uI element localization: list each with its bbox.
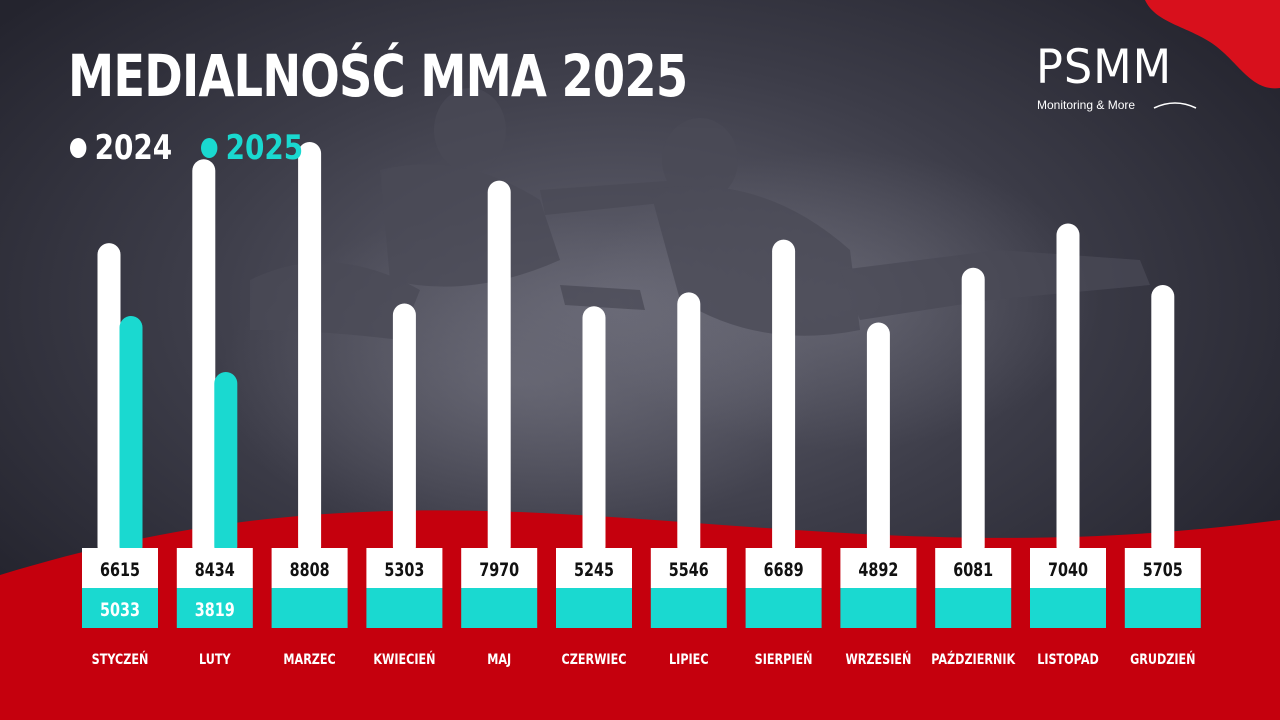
logo-wordmark: PSMM bbox=[1036, 40, 1173, 95]
bar-2025-styczeń bbox=[119, 316, 143, 558]
data-label-2024: 5303 bbox=[384, 559, 424, 581]
bar-2024-czerwiec bbox=[582, 306, 606, 558]
x-tick-label: MAJ bbox=[487, 651, 511, 668]
data-label-2024: 5705 bbox=[1143, 559, 1183, 581]
data-label-2024: 4892 bbox=[858, 559, 898, 581]
month-group-5: 7970 MAJ bbox=[461, 180, 538, 668]
value-box-2024 bbox=[556, 548, 632, 588]
value-box-2025 bbox=[650, 588, 727, 628]
value-box-2024 bbox=[176, 548, 253, 588]
value-box-2025 bbox=[1030, 588, 1106, 628]
legend-item-2024: 2024 bbox=[70, 128, 172, 168]
month-group-6: 5245 CZERWIEC bbox=[556, 306, 632, 667]
value-box-2025 bbox=[461, 588, 538, 628]
bar-2024-luty bbox=[192, 159, 216, 559]
month-group-11: 7040 LISTOPAD bbox=[1030, 223, 1106, 667]
bar-2024-październik bbox=[961, 267, 985, 558]
value-box-2024 bbox=[840, 548, 917, 588]
month-group-3: 8808 MARZEC bbox=[271, 142, 348, 668]
x-tick-label: KWIECIEŃ bbox=[373, 651, 435, 668]
legend-label-2025: 2025 bbox=[225, 128, 304, 168]
bar-2024-lipiec bbox=[677, 292, 701, 558]
month-group-1: 6615 5033 STYCZEŃ bbox=[82, 243, 158, 667]
value-box-2024 bbox=[1124, 548, 1201, 588]
bar-2024-grudzień bbox=[1151, 285, 1175, 558]
legend-label-2024: 2024 bbox=[94, 128, 173, 168]
month-group-12: 5705 GRUDZIEŃ bbox=[1124, 285, 1201, 668]
x-tick-label: LUTY bbox=[199, 651, 231, 668]
data-label-2024: 6615 bbox=[100, 559, 140, 581]
value-box-2025 bbox=[176, 588, 253, 628]
legend-marker-2024 bbox=[70, 138, 87, 158]
data-label-2024: 7970 bbox=[479, 559, 519, 581]
value-box-2025 bbox=[745, 588, 822, 628]
value-box-2024 bbox=[745, 548, 822, 588]
bar-2024-kwiecień bbox=[392, 303, 416, 558]
x-tick-label: SIERPIEŃ bbox=[755, 651, 813, 668]
legend-item-2025: 2025 bbox=[201, 128, 303, 168]
red-corner-shape bbox=[1145, 0, 1280, 89]
month-group-9: 4892 WRZESIEŃ bbox=[840, 322, 917, 668]
data-label-2024: 5245 bbox=[574, 559, 614, 581]
x-tick-label: WRZESIEŃ bbox=[845, 651, 911, 668]
data-label-2024: 8434 bbox=[195, 559, 235, 581]
x-tick-label: MARZEC bbox=[283, 651, 335, 668]
x-tick-label: GRUDZIEŃ bbox=[1130, 651, 1195, 668]
bar-2024-styczeń bbox=[97, 243, 121, 558]
value-box-2024 bbox=[1030, 548, 1106, 588]
psmm-logo: PSMM Monitoring & More bbox=[1036, 40, 1197, 116]
data-label-2024: 6689 bbox=[764, 559, 804, 581]
value-box-2024 bbox=[271, 548, 348, 588]
x-tick-label: CZERWIEC bbox=[562, 651, 627, 668]
month-group-10: 6081 PAŹDZIERNIK bbox=[931, 267, 1016, 668]
value-box-2025 bbox=[271, 588, 348, 628]
value-box-2024 bbox=[82, 548, 158, 588]
bar-2024-wrzesień bbox=[866, 322, 890, 558]
value-box-2024 bbox=[366, 548, 443, 588]
page-title: MEDIALNOŚĆ MMA 2025 bbox=[68, 42, 688, 110]
value-box-2025 bbox=[82, 588, 158, 628]
value-box-2025 bbox=[840, 588, 917, 628]
value-box-2024 bbox=[935, 548, 1012, 588]
bar-2025-luty bbox=[214, 371, 238, 558]
data-label-2024: 5546 bbox=[669, 559, 709, 581]
month-group-8: 6689 SIERPIEŃ bbox=[745, 239, 822, 668]
bar-2024-listopad bbox=[1056, 223, 1080, 559]
logo-roof-icon bbox=[1153, 102, 1197, 109]
month-group-7: 5546 LIPIEC bbox=[650, 292, 727, 668]
fighters-silhouette bbox=[250, 88, 1150, 340]
bar-2024-maj bbox=[487, 180, 511, 559]
data-label-2024: 7040 bbox=[1048, 559, 1088, 581]
month-group-4: 5303 KWIECIEŃ bbox=[366, 303, 443, 668]
value-box-2024 bbox=[461, 548, 538, 588]
bar-2024-marzec bbox=[298, 142, 322, 558]
legend-marker-2025 bbox=[201, 138, 218, 158]
x-tick-label: LISTOPAD bbox=[1037, 651, 1099, 668]
value-box-2025 bbox=[556, 588, 632, 628]
value-box-2025 bbox=[935, 588, 1012, 628]
logo-tagline: Monitoring & More bbox=[1037, 98, 1136, 112]
x-tick-label: STYCZEŃ bbox=[92, 651, 149, 668]
data-label-2024: 6081 bbox=[953, 559, 993, 581]
month-group-2: 8434 3819 LUTY bbox=[176, 159, 253, 668]
value-box-2025 bbox=[366, 588, 443, 628]
data-label-2025: 5033 bbox=[100, 599, 140, 621]
data-label-2024: 8808 bbox=[290, 559, 330, 581]
value-box-2025 bbox=[1124, 588, 1201, 628]
x-tick-label: LIPIEC bbox=[669, 651, 708, 668]
data-label-2025: 3819 bbox=[195, 599, 235, 621]
bar-2024-sierpień bbox=[772, 239, 796, 558]
x-tick-label: PAŹDZIERNIK bbox=[931, 651, 1016, 668]
value-box-2024 bbox=[650, 548, 727, 588]
